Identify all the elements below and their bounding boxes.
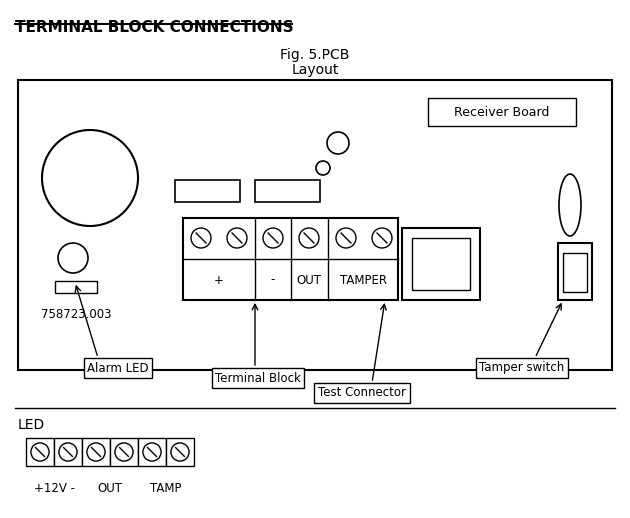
Bar xyxy=(412,238,470,290)
Circle shape xyxy=(327,132,349,154)
Bar xyxy=(428,98,576,126)
Bar xyxy=(18,80,612,370)
Circle shape xyxy=(143,443,161,461)
Circle shape xyxy=(372,228,392,248)
Text: LED: LED xyxy=(18,418,45,432)
Bar xyxy=(138,438,166,466)
Text: Layout: Layout xyxy=(291,63,339,77)
Text: 758723.003: 758723.003 xyxy=(41,308,112,321)
Bar xyxy=(255,180,320,202)
Circle shape xyxy=(115,443,133,461)
Ellipse shape xyxy=(559,174,581,236)
Circle shape xyxy=(42,130,138,226)
Text: +12V -: +12V - xyxy=(33,482,74,495)
Text: Receiver Board: Receiver Board xyxy=(454,106,550,119)
Bar xyxy=(55,281,97,293)
Bar xyxy=(563,253,587,292)
Bar xyxy=(54,438,82,466)
Circle shape xyxy=(191,228,211,248)
Circle shape xyxy=(336,228,356,248)
Text: Alarm LED: Alarm LED xyxy=(87,362,149,375)
Text: Fig. 5.PCB: Fig. 5.PCB xyxy=(280,48,350,62)
Text: +: + xyxy=(214,274,224,286)
Text: TAMP: TAMP xyxy=(150,482,181,495)
Text: TAMPER: TAMPER xyxy=(340,274,386,286)
Bar xyxy=(26,438,54,466)
Circle shape xyxy=(59,443,77,461)
Bar xyxy=(82,438,110,466)
Circle shape xyxy=(31,443,49,461)
Text: TERMINAL BLOCK CONNECTIONS: TERMINAL BLOCK CONNECTIONS xyxy=(15,20,294,35)
Bar xyxy=(558,243,592,300)
Bar xyxy=(402,228,480,300)
Text: Test Connector: Test Connector xyxy=(318,386,406,399)
Text: -: - xyxy=(271,274,275,286)
Bar xyxy=(166,438,194,466)
Text: Terminal Block: Terminal Block xyxy=(215,371,301,384)
Circle shape xyxy=(87,443,105,461)
Circle shape xyxy=(299,228,319,248)
Text: Tamper switch: Tamper switch xyxy=(479,362,564,375)
Text: OUT: OUT xyxy=(297,274,321,286)
Bar xyxy=(183,218,398,300)
Circle shape xyxy=(227,228,247,248)
Circle shape xyxy=(263,228,283,248)
Text: OUT: OUT xyxy=(98,482,122,495)
Bar xyxy=(110,438,138,466)
Circle shape xyxy=(316,161,330,175)
Bar xyxy=(175,180,240,202)
Circle shape xyxy=(58,243,88,273)
Circle shape xyxy=(171,443,189,461)
